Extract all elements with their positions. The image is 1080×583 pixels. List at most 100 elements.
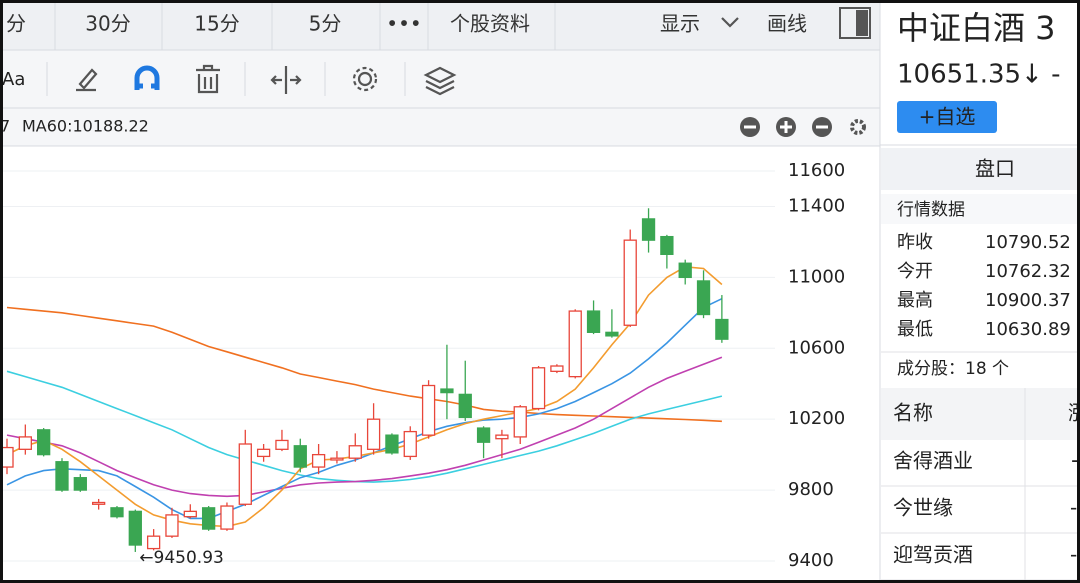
ma-label: 7 [0,117,10,136]
chevron [721,17,739,28]
quote-label: 昨收 [897,232,933,253]
ma-bar [0,108,880,146]
toolbar-top [0,0,880,50]
y-tick-label: 10600 [788,337,845,358]
add-watch-label: +自选 [919,105,976,129]
candle-body [421,384,436,436]
y-tick-label: 9400 [788,550,834,571]
plot: 9400 9800 10200 10600 11000 11400 11600 ←9450.9… [0,160,845,571]
tab[interactable]: 15分 [194,12,239,36]
candle-body [220,505,234,530]
candle-body [146,535,161,550]
candle-body [513,406,527,438]
candle-body [348,445,362,459]
quote-value: 10900.37 [985,290,1071,311]
layout-icon[interactable] [839,7,871,39]
section-bar [881,194,1080,224]
draw-button[interactable]: 画线 [767,12,807,36]
moving-average-line [6,265,723,528]
tab[interactable]: 30分 [85,12,130,36]
quote-label: 最低 [897,319,933,340]
candle-body [238,443,252,505]
tool-icons[interactable] [76,64,457,96]
low-annotation: ←9450.93 [139,548,224,568]
font-icon[interactable]: Aa [2,69,25,90]
candle-body [183,510,197,518]
layout-icon-fill [856,10,868,36]
candle-body [18,436,32,450]
moving-average-line [6,356,723,498]
candle-body [495,434,509,440]
index-title: 中证白酒 3 [897,9,1056,47]
row-change: - [1070,496,1077,520]
candle-body [37,429,51,456]
quote-value: 10762.32 [985,261,1071,282]
tab[interactable]: 个股资料 [450,12,530,36]
row-change: + [1070,449,1080,473]
quote-label: 最高 [897,290,933,311]
tab[interactable]: 盘口 [975,157,1015,181]
candle-body [440,388,454,394]
add-watch-button[interactable] [897,101,997,133]
candle-body [678,262,692,279]
quotes: 昨收 10790.52 今开 10762.32 最高 10900.37 最低 10630.89 [897,232,1071,340]
row-change: - [1070,543,1077,567]
constituents: 成分股：18 个 [897,359,1009,379]
candle-body [623,239,637,326]
y-tick-label: 11400 [788,195,845,216]
display-button[interactable]: 显示 [660,12,700,36]
candle-body [458,393,472,419]
candle-body [641,218,656,241]
tab[interactable]: 5分 [309,12,342,36]
quote-value: 10790.52 [985,232,1071,253]
candle-body [256,448,271,458]
candle-body [92,501,106,505]
candle-body [128,510,142,546]
candle-body [531,367,546,410]
candle-body [660,235,674,255]
candle-body [385,434,399,454]
quote-label: 今开 [897,261,933,282]
ma-label: MA60:10188.22 [22,117,149,136]
row-name: 迎驾贡酒 [893,543,973,567]
section-title: 行情数据 [897,200,965,220]
candle-body [55,461,69,491]
table-header-cell: 名称 [893,401,933,425]
quote-value: 10630.89 [985,319,1071,340]
row-name: 舍得酒业 [893,449,973,473]
candle-body [476,427,491,443]
chart-controls[interactable] [740,117,866,137]
index-price: 10651.35↓ - [897,60,1061,90]
candle-body [110,507,124,518]
more[interactable]: ••• [386,12,421,36]
y-tick-label: 9800 [788,479,834,500]
candle-body [696,280,711,316]
y-tick-label: 11000 [788,266,845,287]
y-tick-label: 11600 [788,160,845,181]
moving-average-line [6,370,723,483]
candle-body [275,439,289,450]
candle-body [715,318,729,340]
candle-body [165,514,179,537]
candle-body [201,507,216,530]
moving-average-line [6,297,723,520]
table-header [881,388,1080,440]
candle-body [366,418,381,450]
candle-body [568,310,582,378]
candle-body [550,365,564,372]
candle-body [73,477,87,491]
candle-body [293,445,307,468]
candle-body [311,453,326,468]
candle-body [403,430,417,458]
moving-average-line [6,306,722,423]
tab[interactable]: 分 [6,12,26,36]
candle-body [605,331,619,337]
candle-body [330,457,344,461]
y-tick-label: 10200 [788,408,845,429]
row-name: 今世缘 [893,496,953,520]
tab-bar [881,148,1080,190]
candle-body [586,310,601,333]
